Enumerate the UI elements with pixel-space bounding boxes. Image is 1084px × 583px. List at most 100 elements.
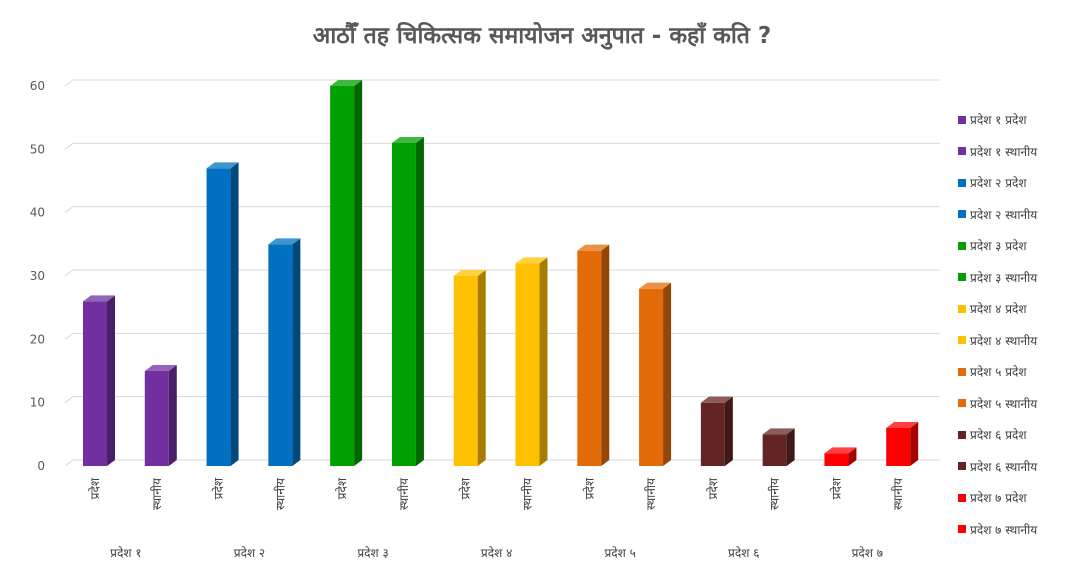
bar-top xyxy=(453,270,486,276)
y-tick-label: 20 xyxy=(30,332,45,346)
bar xyxy=(268,238,301,466)
bar-top xyxy=(700,396,733,403)
gridline xyxy=(64,79,940,87)
bar-top xyxy=(83,295,115,302)
bar-side xyxy=(292,238,301,466)
bar-side xyxy=(601,244,610,466)
x-category-label: प्रदेश xyxy=(829,477,843,499)
legend-swatch xyxy=(958,430,966,439)
x-group-label: प्रदेश ३ xyxy=(357,546,388,560)
legend-swatch xyxy=(958,525,966,534)
bar-top xyxy=(206,162,239,169)
legend-item: प्रदेश ३ प्रदेश xyxy=(958,230,1082,262)
legend-item: प्रदेश १ प्रदेश xyxy=(958,104,1082,136)
legend-swatch xyxy=(958,241,966,250)
bar xyxy=(824,447,857,466)
x-category-label: स्थानीय xyxy=(768,477,782,510)
bar-front xyxy=(639,288,664,466)
bar xyxy=(391,137,424,466)
bar xyxy=(330,80,363,466)
bar-side xyxy=(724,396,733,466)
legend-swatch xyxy=(958,304,966,313)
bar xyxy=(577,244,610,466)
legend-swatch xyxy=(958,210,966,219)
legend-item: प्रदेश २ प्रदेश xyxy=(958,167,1082,199)
y-tick-label: 60 xyxy=(30,79,45,93)
legend-label: प्रदेश ५ प्रदेश xyxy=(970,365,1027,380)
legend-item: प्रदेश ६ प्रदेश xyxy=(958,419,1082,451)
bar-front xyxy=(330,86,355,466)
legend-item: प्रदेश २ स्थानीय xyxy=(958,199,1082,231)
y-tick-label: 30 xyxy=(30,269,45,283)
bar xyxy=(83,295,115,466)
y-tick-label: 50 xyxy=(30,142,45,156)
bar-front xyxy=(453,276,478,466)
chart-legend: प्रदेश १ प्रदेश प्रदेश १ स्थानीय प्रदेश २ … xyxy=(958,104,1082,545)
bar xyxy=(453,270,486,466)
bar-front xyxy=(144,371,169,466)
bar-side xyxy=(663,282,672,466)
bar-side xyxy=(107,295,115,466)
bar-top xyxy=(391,137,424,143)
legend-swatch xyxy=(958,115,966,124)
legend-swatch xyxy=(958,399,966,408)
legend-item: प्रदेश ७ प्रदेश xyxy=(958,482,1082,514)
legend-label: प्रदेश ३ प्रदेश xyxy=(970,239,1027,254)
bar-side xyxy=(786,428,795,466)
bar-top xyxy=(144,365,177,371)
x-group-label: प्रदेश ७ xyxy=(852,546,883,560)
bar xyxy=(144,365,177,466)
bar-front xyxy=(83,301,107,466)
gridline xyxy=(64,142,940,150)
bar-side xyxy=(168,365,177,466)
bar-front xyxy=(515,263,540,466)
bar-top xyxy=(886,422,919,428)
bar-front xyxy=(206,168,231,467)
gridline xyxy=(64,459,940,467)
legend-swatch xyxy=(958,273,966,282)
legend-label: प्रदेश ३ स्थानीय xyxy=(970,270,1038,285)
bar xyxy=(700,396,733,466)
bar-front xyxy=(391,143,416,466)
y-tick-label: 0 xyxy=(37,459,45,473)
gridline xyxy=(64,269,940,277)
legend-swatch xyxy=(958,493,966,502)
x-category-label: प्रदेश xyxy=(212,477,226,499)
legend-swatch xyxy=(958,178,966,187)
bar-top xyxy=(824,447,857,454)
bar-top xyxy=(577,244,610,251)
bar xyxy=(206,162,239,467)
legend-item: प्रदेश ६ स्थानीय xyxy=(958,451,1082,483)
legend-label: प्रदेश १ स्थानीय xyxy=(970,144,1038,159)
x-group-label: प्रदेश ६ xyxy=(728,546,759,560)
legend-label: प्रदेश ६ प्रदेश xyxy=(970,428,1027,443)
bar-front xyxy=(824,453,849,466)
bar-side xyxy=(415,137,424,466)
chart-title: आठौँ तह चिकित्सक समायोजन अनुपात - कहाँ क… xyxy=(312,23,772,49)
bar-front xyxy=(700,402,725,466)
x-category-label: प्रदेश xyxy=(706,477,720,499)
bar-side xyxy=(910,422,919,466)
x-category-label: प्रदेश xyxy=(459,477,473,499)
x-category-label: प्रदेश xyxy=(582,477,596,499)
legend-label: प्रदेश २ स्थानीय xyxy=(970,207,1038,222)
x-category-label: स्थानीय xyxy=(891,477,905,510)
bar-top xyxy=(268,238,301,245)
x-category-label: प्रदेश xyxy=(335,477,349,499)
bar-side xyxy=(539,257,548,466)
bar xyxy=(639,282,672,466)
legend-label: प्रदेश ७ प्रदेश xyxy=(970,491,1027,506)
bar-top xyxy=(330,80,363,86)
legend-label: प्रदेश ४ प्रदेश xyxy=(970,302,1027,317)
y-tick-label: 40 xyxy=(30,206,45,220)
legend-label: प्रदेश १ प्रदेश xyxy=(970,113,1027,128)
legend-label: प्रदेश ६ स्थानीय xyxy=(970,459,1038,474)
legend-swatch xyxy=(958,367,966,376)
legend-item: प्रदेश ४ स्थानीय xyxy=(958,325,1082,357)
legend-label: प्रदेश २ प्रदेश xyxy=(970,176,1027,191)
legend-item: प्रदेश ४ प्रदेश xyxy=(958,293,1082,325)
legend-label: प्रदेश ४ स्थानीय xyxy=(970,333,1038,348)
bar xyxy=(515,257,548,466)
legend-item: प्रदेश १ स्थानीय xyxy=(958,136,1082,168)
